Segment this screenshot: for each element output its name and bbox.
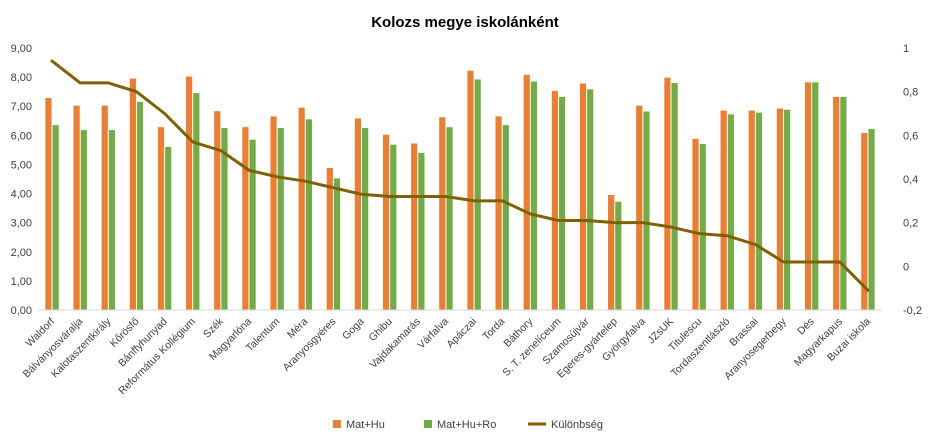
bar-mat-hu-ro <box>840 96 847 310</box>
y2-tick-label: -0,2 <box>903 305 922 317</box>
legend-swatch <box>333 420 341 428</box>
bar-mat-hu <box>720 110 727 310</box>
bar-mat-hu <box>411 143 418 310</box>
y2-tick-label: 0,6 <box>903 130 918 142</box>
bar-mat-hu-ro <box>136 101 144 310</box>
bar-mat-hu <box>467 70 474 311</box>
y2-tick-label: 0,2 <box>903 218 918 230</box>
bar-mat-hu-ro <box>277 128 284 310</box>
left-axis-ticks: 0,00 1,00 2,00 3,00 4,00 5,00 6,00 7,00 8,00 9,00 <box>11 43 32 317</box>
y-tick-label: 4,00 <box>11 189 32 201</box>
bar-mat-hu-ro <box>502 125 509 310</box>
bar-mat-hu <box>214 111 221 310</box>
category-labels: WaldorfBálványosváraljaKalotaszentkirály… <box>21 315 873 397</box>
bar-mat-hu <box>354 118 362 310</box>
bar-mat-hu-ro <box>727 114 734 311</box>
bar-mat-hu <box>523 74 530 310</box>
y-tick-label: 2,00 <box>11 247 32 259</box>
x-category-label: Várfalva <box>415 316 451 352</box>
legend-label: Mat+Hu <box>346 419 385 431</box>
y-tick-label: 9,00 <box>11 43 32 55</box>
bar-mat-hu-ro <box>671 82 678 311</box>
bar-mat-hu-ro <box>587 89 594 310</box>
bar-mat-hu-ro <box>52 125 59 310</box>
bar-mat-hu <box>45 98 52 310</box>
legend-label: Különbség <box>551 419 603 431</box>
bar-mat-hu <box>861 133 868 310</box>
bar-mat-hu <box>298 107 305 311</box>
bar-mat-hu <box>73 105 80 310</box>
bar-mat-hu <box>129 78 136 310</box>
bar-mat-hu-ro <box>812 82 819 310</box>
legend: Mat+Hu Mat+Hu+Ro Különbség <box>333 419 603 431</box>
bar-mat-hu <box>382 134 390 310</box>
bar-mat-hu-ro <box>221 128 228 310</box>
x-category-label: Méra <box>285 316 311 342</box>
bar-mat-hu <box>776 108 784 310</box>
bar-mat-hu-ro <box>755 112 763 310</box>
bar-mat-hu-ro <box>446 127 453 311</box>
bar-mat-hu-ro <box>333 178 341 310</box>
bar-mat-hu <box>270 116 277 310</box>
bar-mat-hu-ro <box>615 201 622 310</box>
bar-mat-hu <box>804 82 812 310</box>
y2-tick-label: 0 <box>903 261 909 273</box>
bar-mat-hu <box>748 110 755 310</box>
y-tick-label: 8,00 <box>11 72 32 84</box>
bar-mat-hu <box>186 76 193 310</box>
bar-mat-hu-ro <box>165 146 172 310</box>
bar-mat-hu-ro <box>868 128 875 310</box>
bar-mat-hu-ro <box>418 152 425 310</box>
y2-tick-label: 0,8 <box>903 87 918 99</box>
bar-mat-hu-ro <box>305 119 312 310</box>
y-tick-label: 7,00 <box>11 101 32 113</box>
bar-mat-hu <box>608 195 615 310</box>
bar-mat-hu-ro <box>108 130 116 310</box>
y-tick-label: 0,00 <box>11 305 32 317</box>
bar-mat-hu-ro <box>362 128 369 310</box>
x-category-label: Apáczai <box>444 316 479 351</box>
line-kulonbseg <box>50 59 870 292</box>
y-tick-label: 5,00 <box>11 159 32 171</box>
bar-mat-hu <box>101 105 108 310</box>
bar-mat-hu <box>692 138 699 310</box>
bar-mat-hu <box>326 167 333 310</box>
x-category-label: Szék <box>201 315 227 341</box>
bar-mat-hu <box>664 77 671 310</box>
bar-mat-hu-ro <box>193 93 200 311</box>
bar-series-group <box>45 70 875 311</box>
bar-mat-hu <box>495 116 502 310</box>
bar-mat-hu-ro <box>474 79 481 310</box>
bar-mat-hu <box>157 127 165 311</box>
bar-mat-hu-ro <box>249 139 256 310</box>
right-axis-ticks: -0,2 0 0,2 0,4 0,6 0,8 1 <box>903 43 922 317</box>
bar-mat-hu-ro <box>80 130 87 310</box>
bar-mat-hu-ro <box>390 144 397 310</box>
y2-tick-label: 0,4 <box>903 174 918 186</box>
bar-mat-hu <box>242 127 249 311</box>
x-category-label: Goga <box>340 316 367 343</box>
y-tick-label: 1,00 <box>11 276 32 288</box>
bar-mat-hu-ro <box>530 81 538 310</box>
y2-tick-label: 1 <box>903 43 909 55</box>
bar-mat-hu <box>636 105 643 310</box>
legend-label: Mat+Hu+Ro <box>437 419 496 431</box>
x-category-label: Dés <box>795 316 817 338</box>
bar-mat-hu-ro <box>643 111 650 311</box>
bar-mat-hu-ro <box>784 109 791 310</box>
chart-title: Kolozs megye iskolánként <box>371 14 559 31</box>
y-tick-label: 3,00 <box>11 218 32 230</box>
bar-mat-hu-ro <box>558 96 566 310</box>
bar-mat-hu <box>833 96 840 310</box>
bar-mat-hu-ro <box>699 144 706 310</box>
bar-mat-hu <box>439 117 446 310</box>
bar-mat-hu <box>579 83 587 311</box>
bar-mat-hu <box>551 91 558 310</box>
line-series-group <box>50 59 870 292</box>
y-tick-label: 6,00 <box>11 130 32 142</box>
legend-swatch <box>424 420 432 428</box>
